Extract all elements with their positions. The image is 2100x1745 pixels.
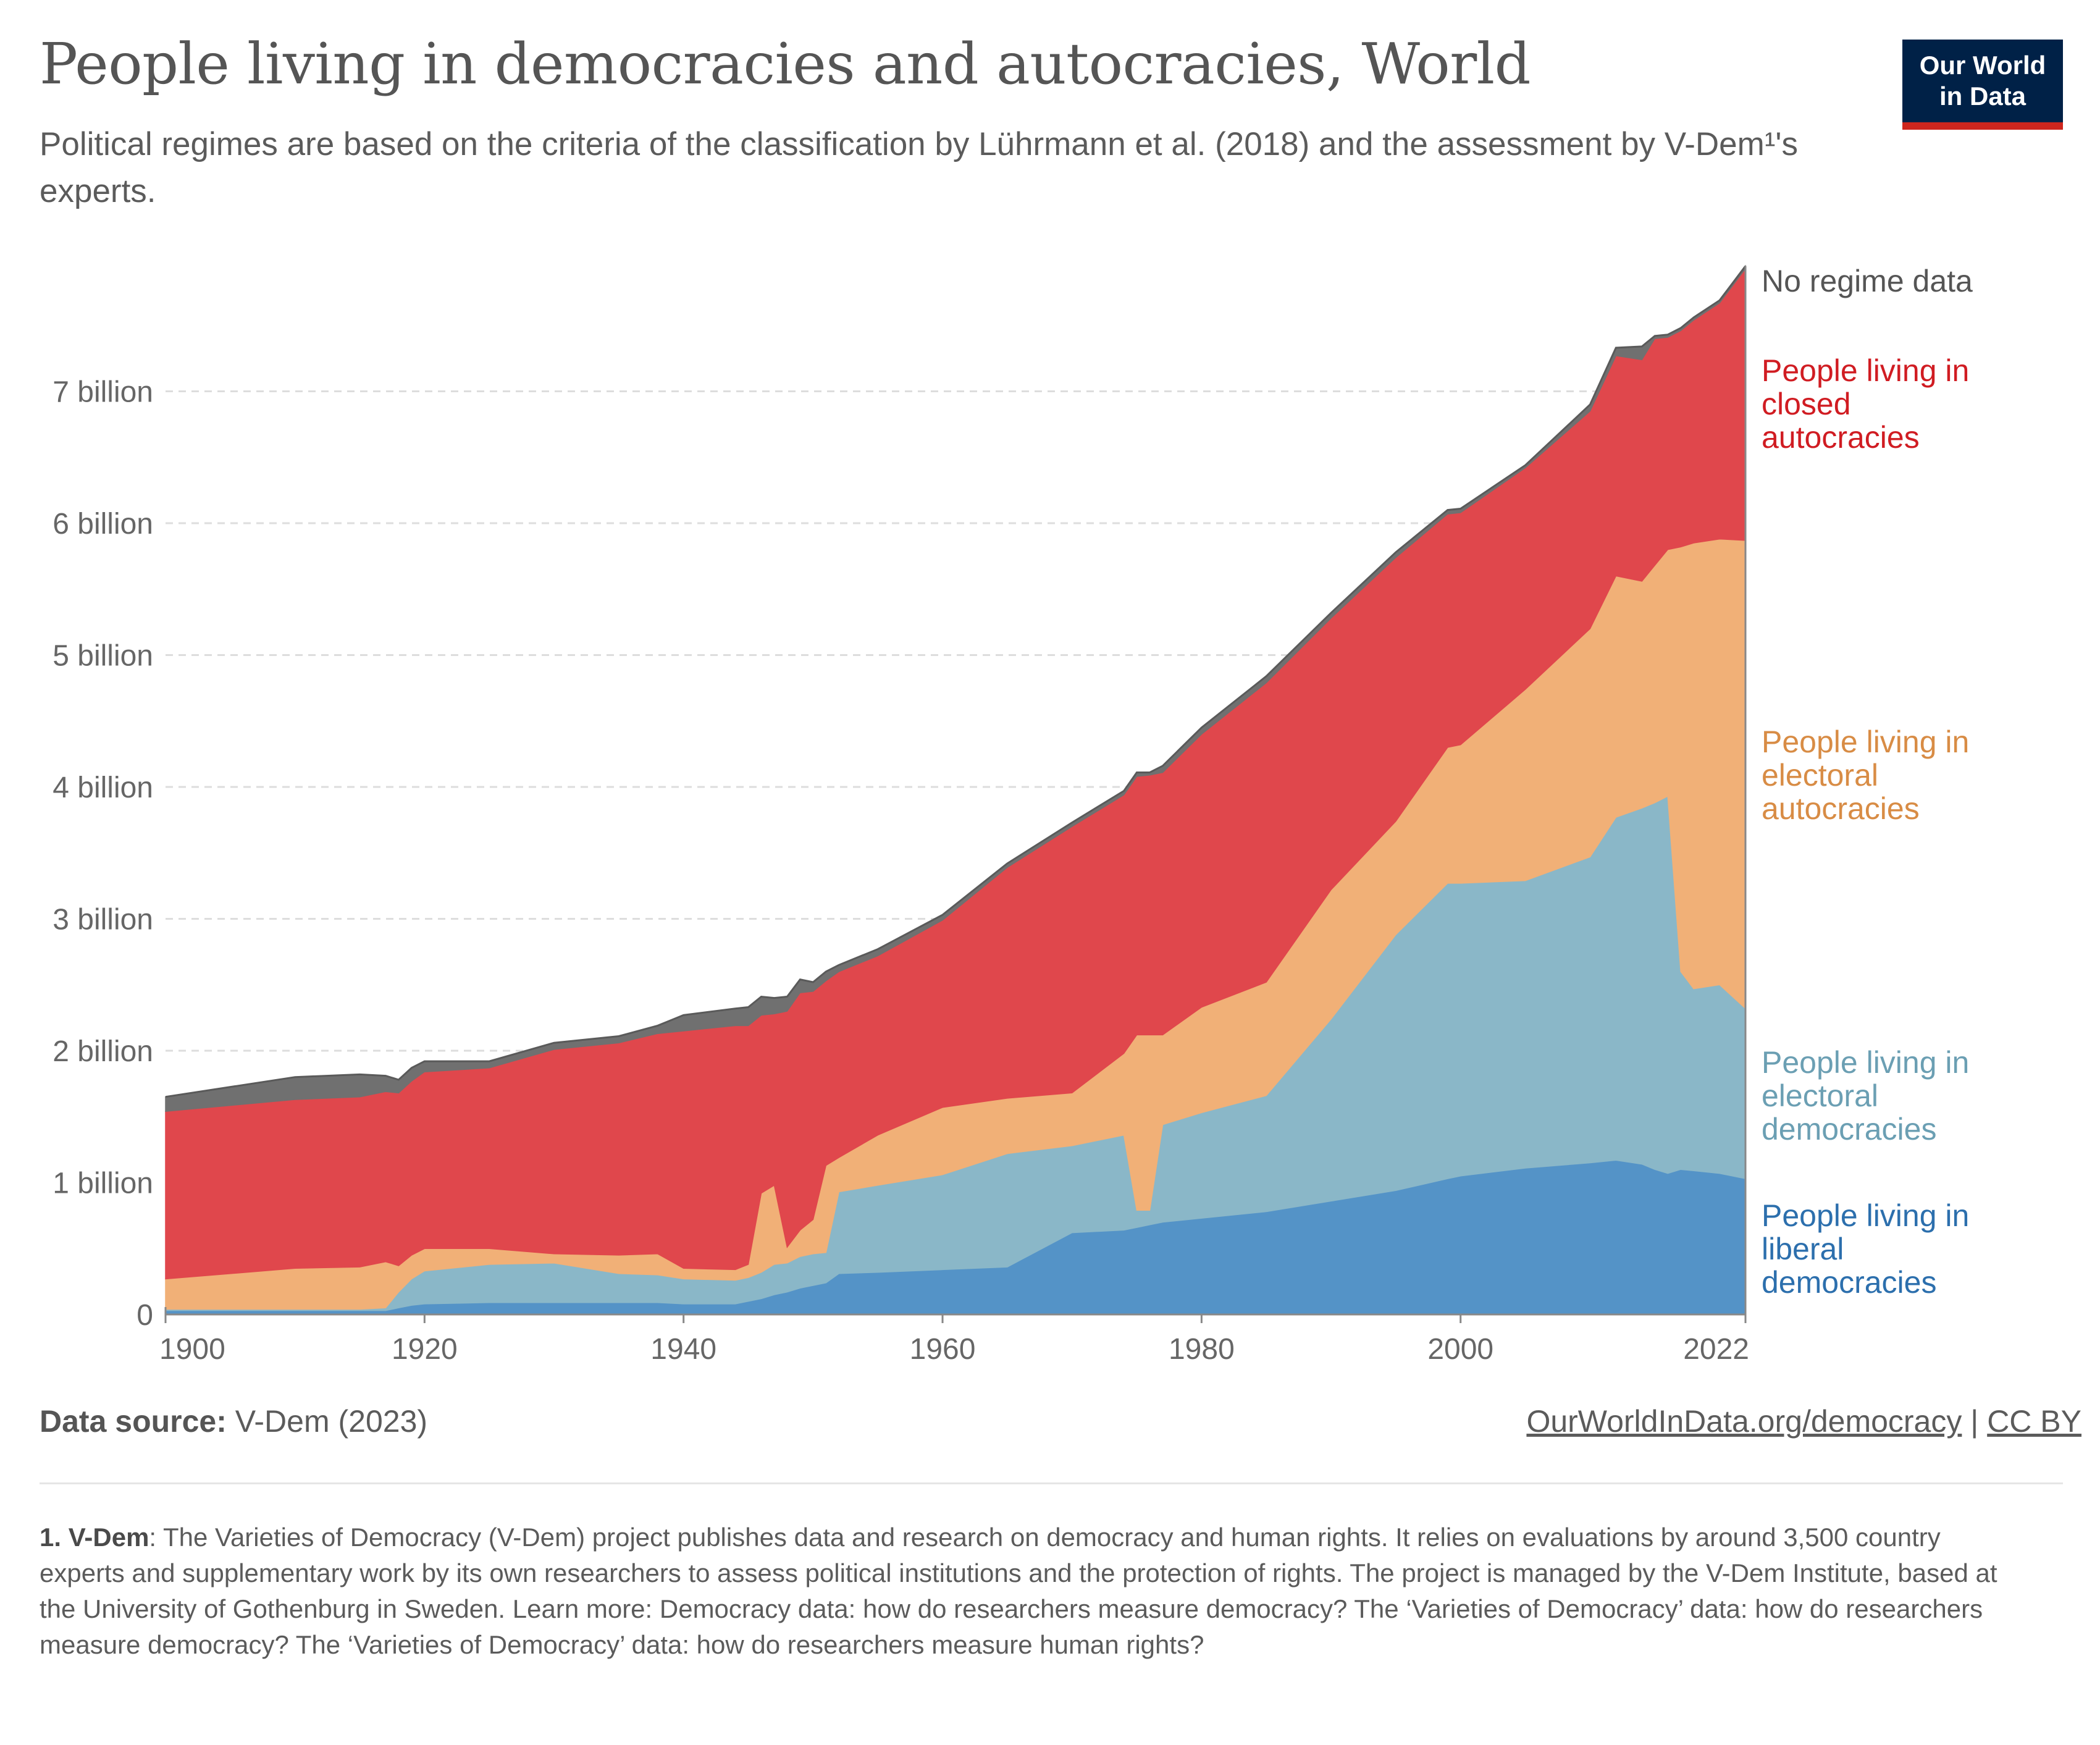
- x-tick-label-1920: 1920: [392, 1333, 458, 1366]
- cc-by-link[interactable]: CC BY: [1987, 1404, 2081, 1439]
- y-tick-label-7: 7 billion: [52, 376, 153, 409]
- y-tick-label-2: 2 billion: [52, 1035, 153, 1068]
- legend-label-line: electoral: [1762, 1079, 1878, 1113]
- legend-label-line: liberal: [1762, 1232, 1844, 1266]
- link-separator: |: [1970, 1404, 1979, 1439]
- legend-label-line: People living in: [1762, 353, 1969, 388]
- footer-divider: [40, 1482, 2063, 1484]
- legend-label-line: autocracies: [1762, 791, 1920, 826]
- x-tick-label-2022: 2022: [1683, 1333, 1749, 1366]
- legend-label-line: No regime data: [1762, 264, 1973, 298]
- owid-democracy-link[interactable]: OurWorldInData.org/democracy: [1526, 1404, 1962, 1439]
- legend-label-line: autocracies: [1762, 420, 1920, 455]
- legend-label-line: democracies: [1762, 1265, 1936, 1300]
- logo-accent-bar: [1902, 122, 2063, 130]
- legend-label-line: closed: [1762, 387, 1851, 421]
- y-tick-label-6: 6 billion: [52, 508, 153, 540]
- data-source: Data source: V-Dem (2023): [40, 1403, 427, 1439]
- area-series: [165, 264, 1747, 1315]
- chart-title: People living in democracies and autocra…: [40, 31, 1531, 97]
- y-tick-labels: 0 1 billion 2 billion 3 billion 4 billion 5 b…: [52, 376, 153, 1332]
- legend-no-data[interactable]: No regime data: [1762, 264, 1973, 298]
- x-tick-label-1940: 1940: [650, 1333, 716, 1366]
- footer-links: OurWorldInData.org/democracy | CC BY: [1526, 1403, 2081, 1439]
- y-tick-label-4: 4 billion: [52, 772, 153, 804]
- axes: [164, 266, 1747, 1323]
- legend-label-line: electoral: [1762, 758, 1878, 793]
- footnote: 1. V-Dem: The Varieties of Democracy (V-…: [40, 1520, 2016, 1663]
- stacked-area-chart: 0 1 billion 2 billion 3 billion 4 billion 5 b…: [52, 264, 1973, 1366]
- x-tick-label-1980: 1980: [1169, 1333, 1235, 1366]
- x-tick-label-1960: 1960: [910, 1333, 976, 1366]
- y-tick-label-5: 5 billion: [52, 640, 153, 673]
- data-source-label: Data source:: [40, 1404, 227, 1439]
- total-outline: [165, 265, 1747, 1098]
- y-tick-label-1: 1 billion: [52, 1167, 153, 1200]
- legend-label-line: People living in: [1762, 1045, 1969, 1080]
- x-tick-labels: 1900 1920 1940 1960 1980 2000 2022: [159, 1333, 1749, 1366]
- data-source-value: V-Dem (2023): [235, 1404, 428, 1439]
- x-tick-label-2000: 2000: [1427, 1333, 1493, 1366]
- legend-label-line: People living in: [1762, 725, 1969, 759]
- y-tick-label-3: 3 billion: [52, 904, 153, 936]
- owid-logo[interactable]: Our World in Data: [1902, 40, 2063, 130]
- x-tick-label-1900: 1900: [159, 1333, 225, 1366]
- footnote-text: : The Varieties of Democracy (V-Dem) pro…: [40, 1523, 1997, 1659]
- logo-line-1: Our World: [1919, 51, 2046, 80]
- legend-label-line: democracies: [1762, 1112, 1936, 1146]
- chart-subtitle: Political regimes are based on the crite…: [40, 126, 1799, 209]
- y-tick-label-0: 0: [136, 1299, 153, 1332]
- footnote-label: 1. V-Dem: [40, 1523, 149, 1552]
- logo-line-2: in Data: [1939, 82, 2026, 111]
- legend-label-line: People living in: [1762, 1198, 1969, 1233]
